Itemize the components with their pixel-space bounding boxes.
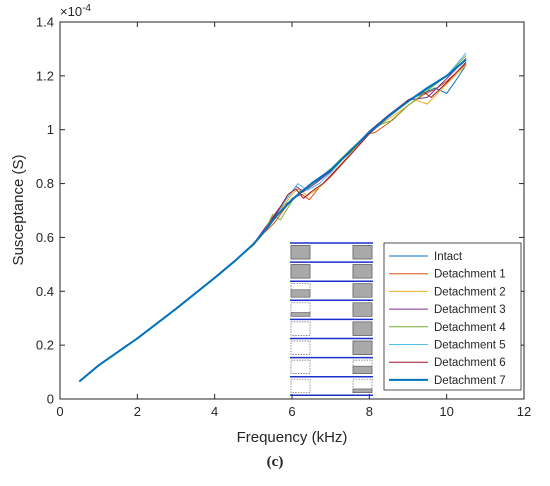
inset-cell-fill <box>352 302 373 317</box>
y-tick-label: 0.2 <box>36 338 54 353</box>
legend-label: Intact <box>434 251 463 263</box>
x-axis-label: Frequency (kHz) <box>237 429 348 446</box>
figure-caption: (c) <box>266 454 284 470</box>
inset-cell-outline <box>290 378 311 394</box>
y-tick-label: 0.8 <box>36 176 54 191</box>
legend-label: Detachment 3 <box>434 304 506 316</box>
detachment-inset <box>290 242 373 397</box>
inset-cell-fill <box>352 321 373 336</box>
y-tick-label: 1.4 <box>36 15 54 30</box>
y-multiplier: ×10-4 <box>60 3 91 19</box>
inset-cell-fill <box>352 264 373 279</box>
series-layer <box>78 52 467 383</box>
inset-cell-fill <box>352 245 373 260</box>
legend-label: Detachment 5 <box>434 340 506 352</box>
inset-cell-fill <box>290 289 311 298</box>
inset-cell-fill <box>352 388 373 394</box>
inset-cell-outline <box>290 359 311 374</box>
y-tick-label: 0 <box>47 392 54 407</box>
legend-label: Detachment 4 <box>434 322 506 334</box>
x-tick-label: 6 <box>288 404 295 419</box>
legend-label: Detachment 7 <box>434 375 506 387</box>
legend-label: Detachment 2 <box>434 286 506 298</box>
x-tick-label: 0 <box>56 404 63 419</box>
inset-cell-outline <box>290 321 311 336</box>
legend-label: Detachment 6 <box>434 357 506 369</box>
x-tick-label: 8 <box>366 404 373 419</box>
series-line-8 <box>78 58 467 383</box>
legend-box <box>383 242 522 391</box>
inset-cell-outline <box>290 340 311 355</box>
x-tick-label: 2 <box>134 404 141 419</box>
legend-label: Detachment 1 <box>434 269 506 281</box>
y-multiplier-exponent: -4 <box>82 3 91 14</box>
axis-ticks: 0 2 4 6 8 10 12 0 0.2 0.4 0.6 0.8 1 1.2 1.4 <box>36 15 531 420</box>
y-tick-label: 0.6 <box>36 230 54 245</box>
y-tick-label: 0.4 <box>36 284 54 299</box>
inset-cell-fill <box>352 283 373 298</box>
legend: Intact Detachment 1 Detachment 2 Detachment… <box>383 242 522 391</box>
x-tick-label: 12 <box>517 404 531 419</box>
y-tick-label: 1.2 <box>36 68 54 83</box>
y-axis-label: Susceptance (S) <box>10 155 27 266</box>
x-tick-label: 4 <box>211 404 218 419</box>
inset-cell-fill <box>290 312 311 317</box>
inset-cell-fill <box>290 245 311 260</box>
inset-cell-fill <box>352 340 373 355</box>
x-tick-label: 10 <box>439 404 453 419</box>
inset-cell-fill <box>352 365 373 374</box>
y-tick-label: 1 <box>47 122 54 137</box>
inset-cell-fill <box>290 264 311 279</box>
